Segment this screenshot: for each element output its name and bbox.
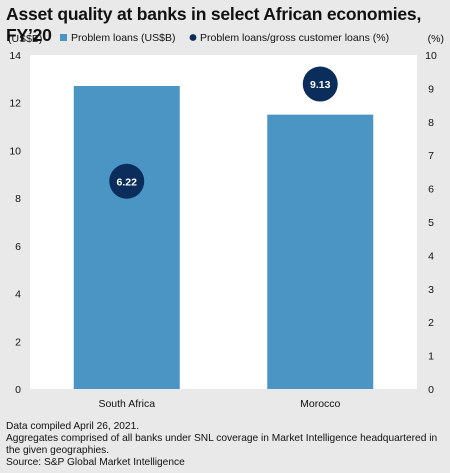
right-tick-label: 10 bbox=[425, 50, 437, 62]
legend-swatch-bars bbox=[60, 34, 67, 41]
right-tick-label: 9 bbox=[428, 83, 434, 95]
right-tick-label: 7 bbox=[428, 150, 434, 162]
right-tick-label: 4 bbox=[428, 250, 434, 262]
left-tick-label: 8 bbox=[15, 193, 21, 205]
left-tick-label: 10 bbox=[9, 145, 21, 157]
category-labels: South Africa Morocco bbox=[98, 398, 340, 410]
legend-label-markers: Problem loans/gross customer loans (%) bbox=[200, 32, 389, 44]
right-tick-label: 8 bbox=[428, 117, 434, 129]
left-tick-label: 0 bbox=[15, 384, 21, 396]
bar bbox=[73, 86, 180, 389]
chart-title: Asset quality at banks in select African… bbox=[6, 4, 422, 45]
category-label: Morocco bbox=[300, 398, 340, 410]
footnote-aggregates: Aggregates comprised of all banks under … bbox=[6, 433, 438, 456]
bar-series bbox=[73, 86, 374, 390]
category-label: South Africa bbox=[98, 398, 155, 410]
marker-data-label: 9.13 bbox=[310, 79, 331, 91]
right-tick-label: 1 bbox=[428, 351, 434, 363]
right-tick-label: 6 bbox=[428, 184, 434, 196]
left-tick-label: 6 bbox=[15, 241, 21, 253]
legend: Problem loans (US$B) Problem loans/gross… bbox=[60, 32, 389, 44]
left-tick-label: 2 bbox=[15, 336, 21, 348]
right-tick-label: 3 bbox=[428, 284, 434, 296]
right-axis-ticks: 0 1 2 3 4 5 6 7 8 9 10 bbox=[425, 50, 437, 396]
right-tick-label: 2 bbox=[428, 317, 434, 329]
right-tick-label: 5 bbox=[428, 217, 434, 229]
left-tick-label: 4 bbox=[15, 289, 21, 301]
footnotes: Data compiled April 26, 2021. Aggregates… bbox=[6, 421, 446, 469]
right-tick-label: 0 bbox=[428, 384, 434, 396]
left-tick-label: 12 bbox=[9, 98, 21, 110]
marker-data-label: 6.22 bbox=[117, 176, 138, 188]
left-axis-label: (US$B) bbox=[8, 33, 42, 45]
footnote-date: Data compiled April 26, 2021. bbox=[6, 421, 140, 432]
marker-series: 6.22 9.13 bbox=[109, 66, 338, 199]
bar bbox=[267, 114, 374, 390]
legend-swatch-markers bbox=[189, 34, 197, 41]
left-tick-label: 14 bbox=[9, 50, 21, 62]
left-axis-ticks: 0 2 4 6 8 10 12 14 bbox=[9, 50, 21, 396]
right-axis-label: (%) bbox=[428, 33, 444, 45]
marker-point bbox=[302, 66, 338, 102]
footnote-source: Source: S&P Global Market Intelligence bbox=[6, 457, 185, 468]
legend-label-bars: Problem loans (US$B) bbox=[71, 32, 175, 44]
marker-point bbox=[109, 163, 145, 199]
